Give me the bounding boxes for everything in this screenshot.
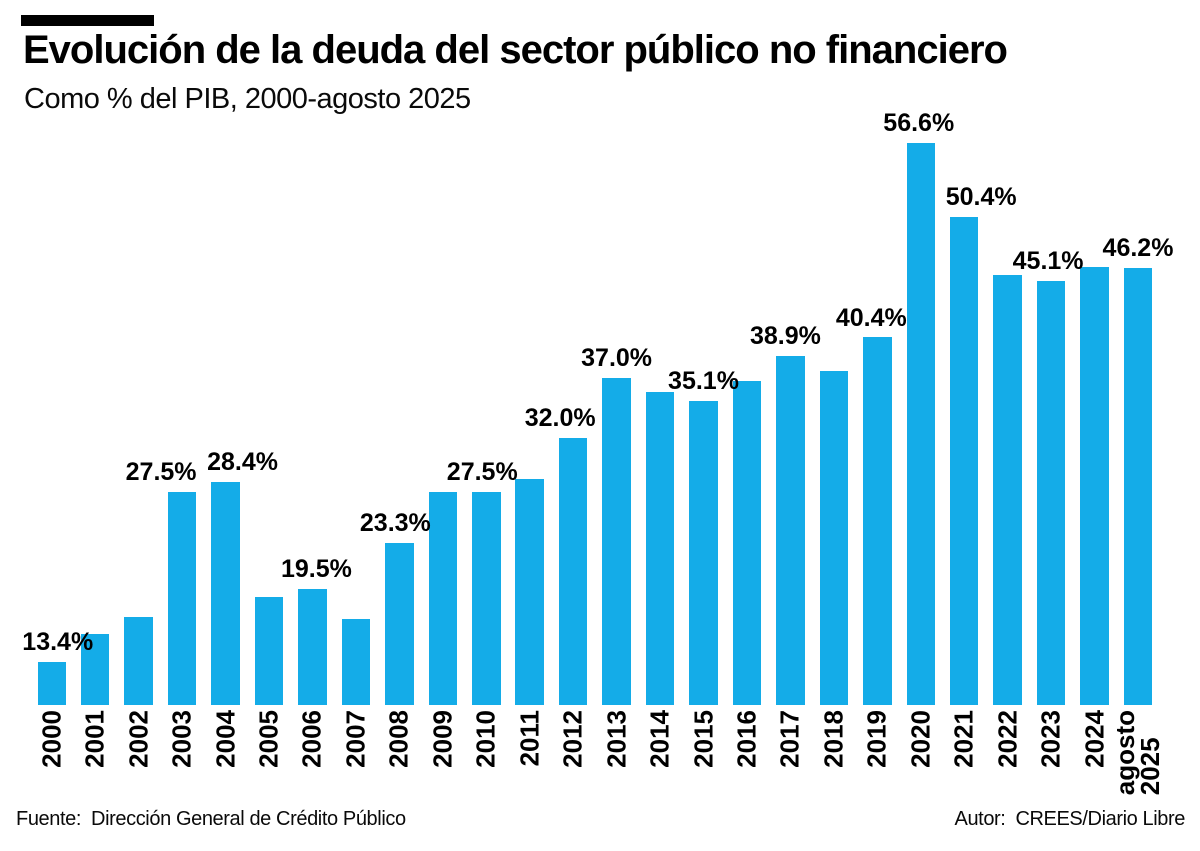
x-tick-2014: 2014	[644, 710, 675, 768]
x-tick-2006: 2006	[296, 710, 327, 768]
bar-2019	[863, 337, 892, 705]
value-label-2008: 23.3%	[359, 508, 431, 537]
x-tick-2000: 2000	[36, 710, 67, 768]
x-tick-2008: 2008	[383, 710, 414, 768]
x-tick-2007: 2007	[340, 710, 371, 768]
page-title: Evolución de la deuda del sector público…	[23, 28, 1008, 72]
bar-2013	[602, 378, 631, 705]
bar-2002	[124, 617, 153, 705]
x-tick-2019: 2019	[861, 710, 892, 768]
x-tick-2001: 2001	[79, 710, 110, 768]
bar-2018	[819, 371, 849, 705]
bar-2004	[211, 481, 240, 705]
value-label-2010: 27.5%	[446, 458, 518, 487]
value-label-2000: 13.4%	[22, 627, 94, 656]
x-tick-2021: 2021	[948, 710, 979, 768]
footer-source: Fuente: Dirección General de Crédito Públ…	[16, 808, 406, 831]
value-label-2012: 32.0%	[524, 404, 596, 433]
bar-2003	[167, 492, 197, 705]
author-text: CREES/Diario Libre	[1015, 808, 1185, 830]
bar-2015	[689, 401, 718, 705]
bar-2010	[472, 492, 501, 705]
x-tick-2023: 2023	[1035, 710, 1066, 768]
x-tick-2022: 2022	[992, 710, 1023, 768]
x-tick-2002: 2002	[123, 710, 154, 768]
bar-2007	[341, 618, 371, 705]
bar-2014	[645, 391, 675, 705]
value-label-2013: 37.0%	[581, 344, 653, 373]
value-label-2004: 28.4%	[207, 447, 278, 476]
x-tick-2009: 2009	[427, 710, 458, 768]
value-label-2021: 50.4%	[945, 183, 1017, 212]
bar-2016	[732, 380, 762, 705]
value-label-agosto-2025: 46.2%	[1102, 233, 1174, 262]
bar-2000	[37, 661, 66, 705]
value-label-2006: 19.5%	[280, 554, 352, 583]
x-tick-2004: 2004	[210, 710, 241, 768]
value-label-2003: 27.5%	[125, 458, 197, 487]
x-tick-2012: 2012	[557, 710, 588, 768]
x-tick-2010: 2010	[470, 710, 501, 768]
bar-2008	[385, 542, 414, 705]
source-text: Dirección General de Crédito Público	[91, 808, 406, 830]
bar-2006	[298, 588, 327, 705]
bar-2020	[906, 142, 935, 705]
x-tick-2024: 2024	[1079, 710, 1110, 768]
bar-2011	[515, 479, 544, 705]
x-tick-2017: 2017	[774, 710, 805, 768]
bar-2023	[1036, 281, 1066, 705]
x-tick-2011: 2011	[514, 710, 545, 767]
bar-2024	[1080, 266, 1109, 705]
x-tick-2013: 2013	[601, 710, 632, 768]
x-tick-2016: 2016	[731, 710, 762, 768]
value-label-2020: 56.6%	[883, 108, 955, 137]
value-label-2017: 38.9%	[749, 321, 821, 350]
bar-2017	[776, 355, 805, 705]
value-label-2019: 40.4%	[835, 303, 907, 332]
bar-2009	[428, 492, 458, 705]
x-tick-2015: 2015	[688, 710, 718, 768]
x-tick-2005: 2005	[253, 710, 284, 768]
footer-author: Autor: CREES/Diario Libre	[955, 808, 1186, 831]
bar-2022	[993, 275, 1022, 705]
page-subtitle: Como % del PIB, 2000-agosto 2025	[24, 83, 471, 115]
bar-2021	[949, 217, 979, 705]
value-label-2023: 45.1%	[1012, 247, 1084, 276]
source-label: Fuente:	[16, 808, 82, 830]
value-label-2015: 35.1%	[668, 367, 739, 396]
bar-2001	[80, 634, 110, 705]
bar-2012	[558, 438, 588, 705]
bar-2005	[254, 596, 284, 705]
x-tick-2018: 2018	[818, 710, 849, 768]
x-tick-2020: 2020	[905, 710, 936, 768]
x-tick-2003: 2003	[166, 710, 197, 768]
header-tag-bar	[21, 15, 154, 26]
author-label: Autor:	[954, 808, 1006, 830]
x-tick-agosto-2025: agosto 2025	[1110, 710, 1165, 796]
bar-agosto-2025	[1123, 267, 1153, 705]
